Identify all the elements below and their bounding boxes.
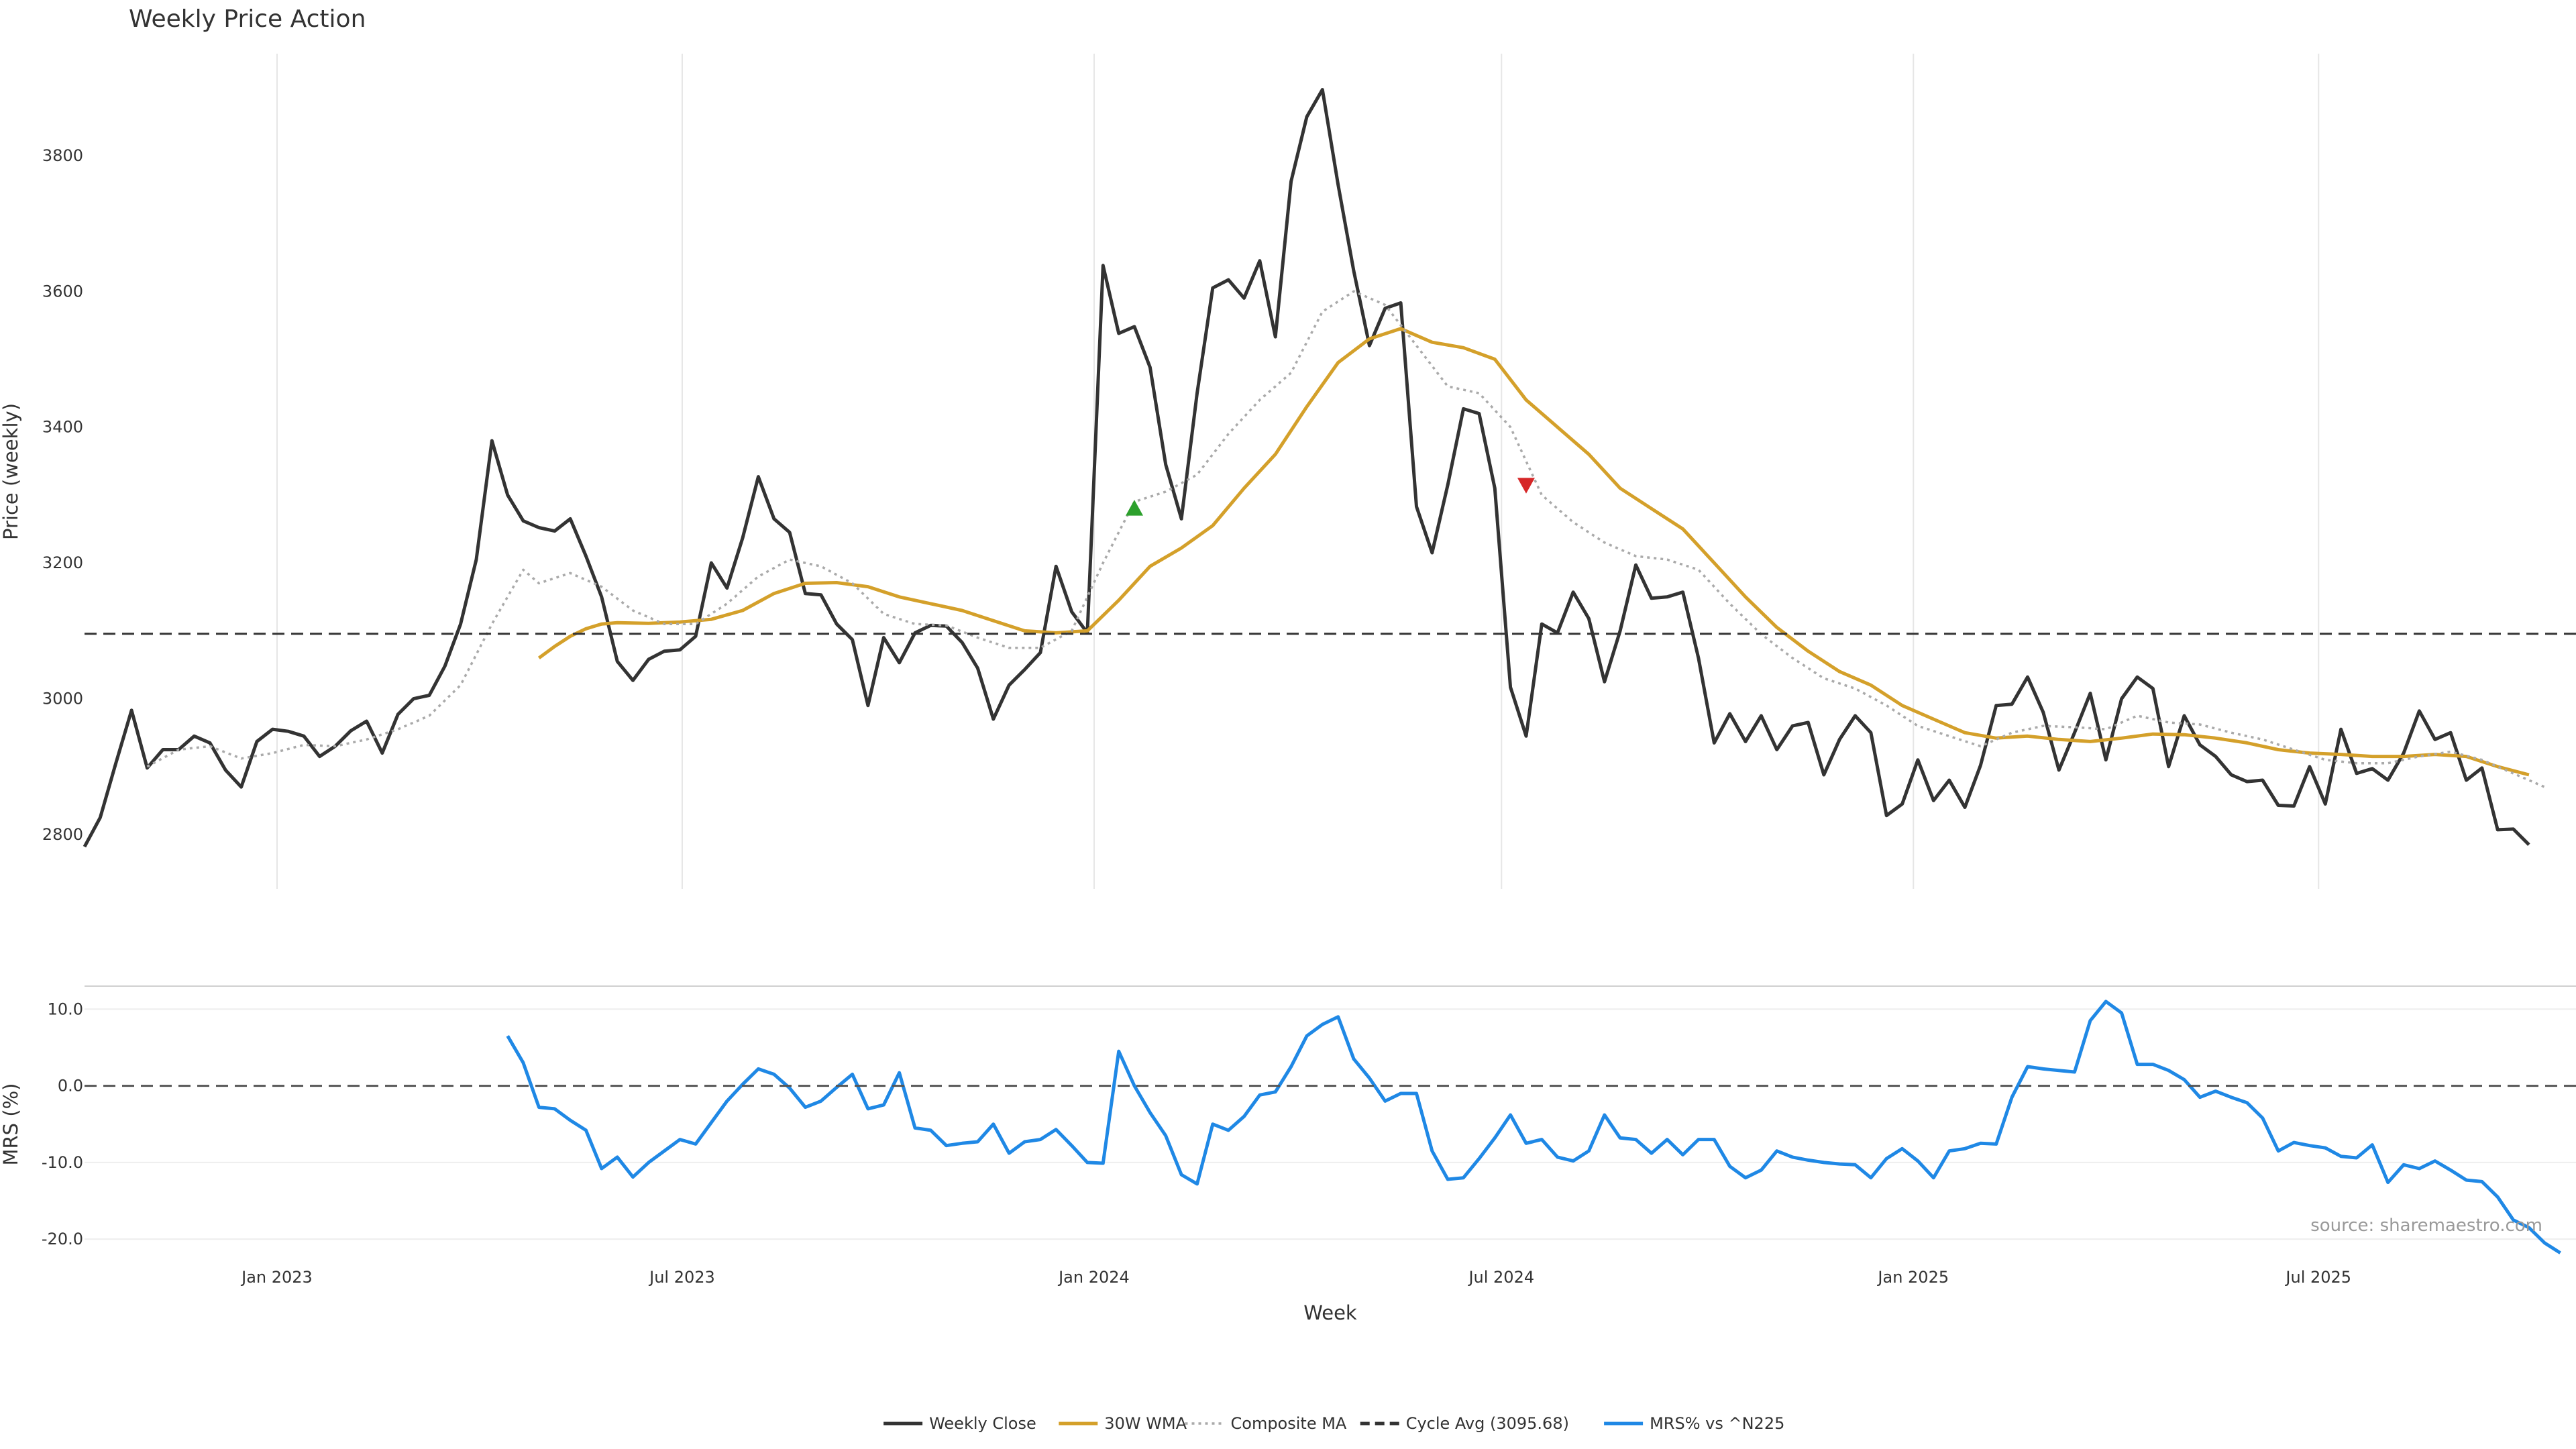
series-line-mrs	[506, 1000, 2561, 1254]
legend-label: MRS% vs ^N225	[1650, 1414, 1784, 1433]
price-y-tick-label: 3000	[42, 690, 83, 708]
price-y-tick-label: 3600	[42, 282, 83, 301]
price-panel: 2800 3000 3200 3400 3600 3800 Weekly Price Ac…	[0, 5, 2576, 889]
price-markers	[1126, 478, 1535, 516]
source-note: source: sharemaestro.com	[2310, 1216, 2542, 1236]
price-y-tick-label: 3800	[42, 146, 83, 165]
series-line-30w-wma	[537, 327, 2530, 777]
x-axis-ticks: Jan 2023 Jul 2023 Jan 2024 Jul 2024 Jan 2025…	[240, 1268, 2351, 1287]
mrs-panel: 10.0 0.0 -10.0 -20.0 MRS (%) source: sharem…	[0, 985, 2576, 1254]
price-y-tick-label: 3200	[42, 553, 83, 572]
sell-signal-marker	[1517, 478, 1535, 494]
price-series	[83, 88, 2576, 848]
x-tick-label: Jan 2023	[240, 1268, 313, 1287]
legend-label: Composite MA	[1231, 1414, 1347, 1433]
legend-label: 30W WMA	[1104, 1414, 1187, 1433]
mrs-y-axis-label: MRS (%)	[0, 1083, 22, 1166]
legend-item: Composite MA	[1185, 1414, 1347, 1433]
legend: Weekly Close 30W WMA Composite MA Cycle Avg…	[883, 1414, 1784, 1433]
mrs-grid	[85, 1008, 2576, 1240]
price-grid	[276, 54, 2320, 889]
legend-label: Weekly Close	[929, 1414, 1036, 1433]
x-tick-label: Jul 2024	[1467, 1268, 1534, 1287]
x-tick-label: Jul 2023	[648, 1268, 715, 1287]
mrs-y-tick-label: -10.0	[42, 1153, 83, 1172]
mrs-y-tick-label: -20.0	[42, 1230, 83, 1248]
x-tick-label: Jul 2025	[2284, 1268, 2351, 1287]
series-line-weekly-close	[83, 88, 2530, 848]
x-tick-label: Jan 2024	[1057, 1268, 1130, 1287]
price-y-axis-label: Price (weekly)	[0, 403, 22, 540]
buy-signal-marker	[1126, 500, 1144, 516]
mrs-series	[85, 1000, 2576, 1254]
x-axis-label: Week	[1303, 1301, 1357, 1324]
mrs-y-tick-label: 0.0	[58, 1077, 83, 1095]
mrs-y-tick-label: 10.0	[48, 1000, 83, 1018]
price-y-tick-label: 2800	[42, 825, 83, 844]
legend-item: 30W WMA	[1059, 1414, 1187, 1433]
legend-label: Cycle Avg (3095.68)	[1406, 1414, 1569, 1433]
price-y-tick-label: 3400	[42, 418, 83, 437]
chart-title: Weekly Price Action	[129, 5, 366, 33]
legend-item: MRS% vs ^N225	[1604, 1414, 1784, 1433]
mrs-y-ticks: 10.0 0.0 -10.0 -20.0	[42, 1000, 83, 1248]
series-line-composite-ma	[146, 290, 2545, 788]
legend-item: Weekly Close	[883, 1414, 1036, 1433]
price-y-ticks: 2800 3000 3200 3400 3600 3800	[42, 146, 83, 844]
legend-item: Cycle Avg (3095.68)	[1360, 1414, 1569, 1433]
x-tick-label: Jan 2025	[1876, 1268, 1949, 1287]
